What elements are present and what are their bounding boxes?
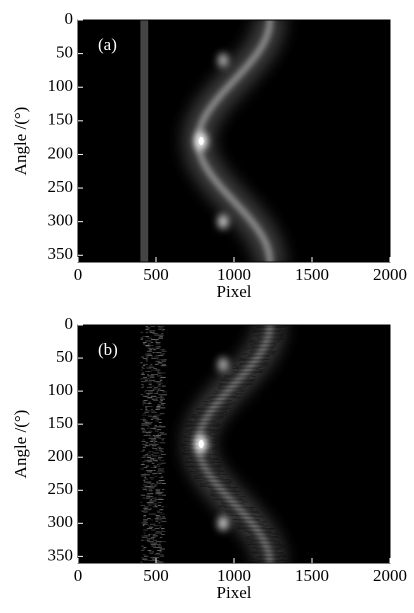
image-background	[78, 325, 390, 563]
image-panel	[78, 20, 390, 262]
panel-label: (a)	[98, 35, 117, 54]
y-tick-label: 300	[48, 211, 74, 230]
y-tick-label: 150	[48, 413, 74, 432]
y-tick-label: 350	[48, 545, 74, 564]
y-tick-label: 150	[48, 110, 74, 129]
spot-upper	[218, 357, 229, 372]
x-tick-label: 1500	[295, 566, 329, 585]
panel-label: (b)	[98, 340, 118, 359]
x-tick-label: 1500	[295, 265, 329, 284]
y-tick-label: 50	[56, 43, 73, 62]
y-tick-label: 100	[48, 380, 74, 399]
spot-lower	[218, 516, 229, 531]
spot-lower	[218, 214, 229, 229]
y-tick-label: 200	[48, 446, 74, 465]
spot-upper	[218, 53, 229, 68]
image-panel	[78, 325, 390, 563]
y-tick-label: 100	[48, 76, 74, 95]
y-tick-label: 200	[48, 143, 74, 162]
x-tick-label: 500	[143, 566, 169, 585]
x-tick-label: 500	[143, 265, 169, 284]
x-tick-label: 2000	[373, 265, 407, 284]
x-tick-label: 1000	[217, 566, 251, 585]
spot-core	[198, 440, 204, 448]
y-tick-label: 350	[48, 244, 74, 263]
y-tick-label: 250	[48, 479, 74, 498]
y-tick-label: 50	[56, 347, 73, 366]
y-tick-label: 300	[48, 512, 74, 531]
x-tick-label: 0	[74, 566, 83, 585]
x-tick-label: 0	[74, 265, 83, 284]
x-axis-label: Pixel	[217, 583, 252, 602]
image-background	[78, 20, 390, 262]
y-axis-label: Angle /(°)	[11, 410, 30, 479]
y-tick-label: 0	[65, 9, 74, 28]
y-tick-label: 0	[65, 314, 74, 333]
y-axis-label: Angle /(°)	[11, 107, 30, 176]
x-axis-label: Pixel	[217, 282, 252, 301]
y-tick-label: 250	[48, 177, 74, 196]
spot-core	[198, 137, 204, 145]
x-tick-label: 2000	[373, 566, 407, 585]
x-tick-label: 1000	[217, 265, 251, 284]
detector-band	[140, 20, 149, 262]
